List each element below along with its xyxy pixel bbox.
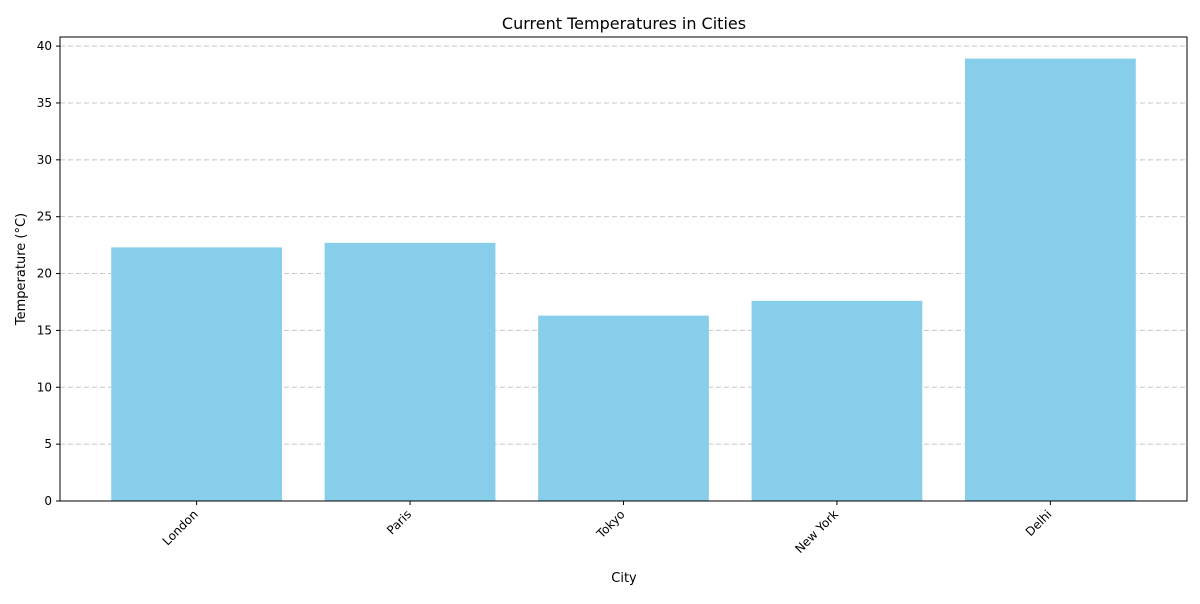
- x-tick-label: London: [160, 507, 201, 548]
- y-tick-label: 30: [37, 153, 52, 167]
- y-tick-label: 10: [37, 380, 52, 394]
- bar-paris: [324, 242, 496, 501]
- bar-tokyo: [538, 315, 709, 501]
- x-tick-label: New York: [792, 507, 841, 556]
- x-axis-title: City: [611, 571, 637, 586]
- x-axis-ticks: London Paris Tokyo New York Delhi: [160, 501, 1055, 556]
- y-tick-label: 40: [37, 39, 52, 53]
- y-axis-ticks: 0 5 10 15 20 25 30 35 40: [37, 39, 60, 508]
- bars: [111, 58, 1136, 501]
- chart-title: Current Temperatures in Cities: [502, 14, 746, 33]
- y-tick-label: 20: [37, 267, 52, 281]
- y-tick-label: 25: [37, 210, 52, 224]
- bar-london: [111, 247, 282, 501]
- x-tick-label: Paris: [384, 507, 414, 537]
- y-tick-label: 15: [37, 323, 52, 337]
- bar-new-york: [751, 300, 923, 501]
- bar-delhi: [965, 58, 1136, 501]
- y-axis-title: Temperature (°C): [14, 213, 29, 326]
- x-tick-label: Tokyo: [593, 507, 627, 541]
- y-tick-label: 35: [37, 96, 52, 110]
- y-tick-label: 0: [44, 494, 52, 508]
- y-tick-label: 5: [44, 437, 52, 451]
- x-tick-label: Delhi: [1023, 507, 1055, 539]
